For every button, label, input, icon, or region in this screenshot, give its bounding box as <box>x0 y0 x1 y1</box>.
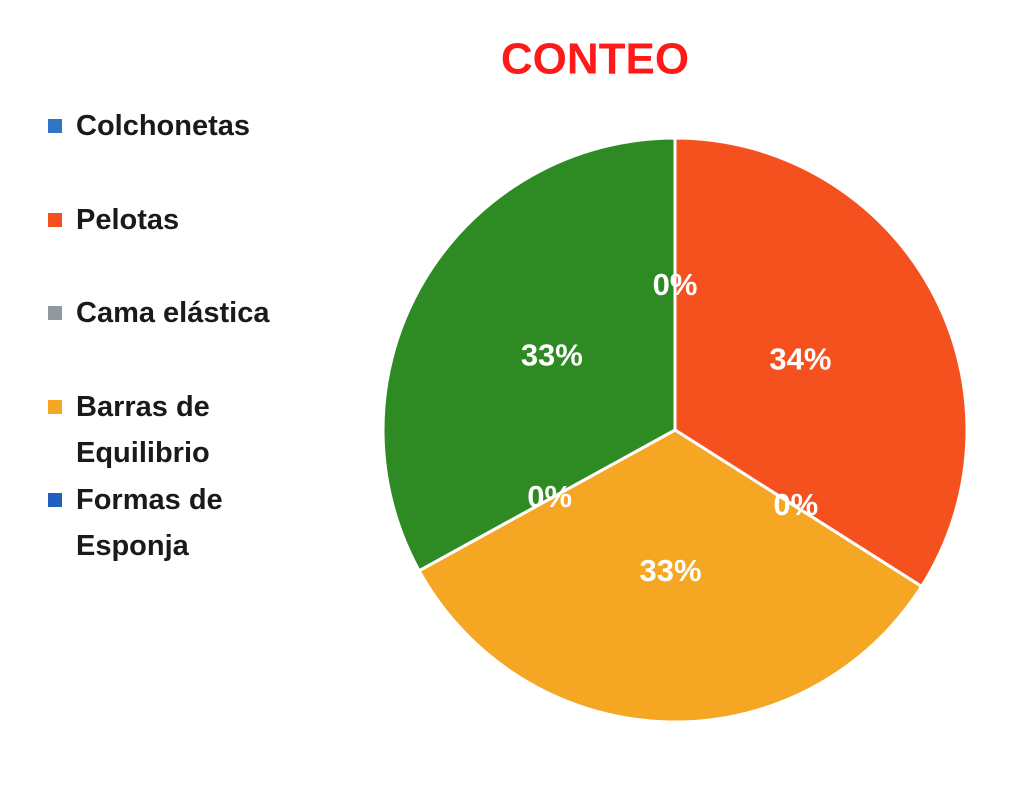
legend-swatch <box>48 119 62 133</box>
slice-label: 34% <box>769 341 831 376</box>
legend-label: Colchonetas <box>76 110 251 142</box>
slice-label: 33% <box>639 553 701 588</box>
slice-label: 0% <box>653 267 698 302</box>
legend-swatch <box>48 212 62 227</box>
legend-swatch <box>48 306 62 320</box>
legend-item: Barras de Equilibrio <box>48 384 276 476</box>
chart-title: CONTEO <box>501 35 689 84</box>
legend-item: Cama elástica <box>48 290 276 336</box>
slice-label: 33% <box>521 337 583 372</box>
legend-swatch <box>48 399 62 414</box>
legend-label: Pelotas <box>76 203 180 236</box>
slice-label: 0% <box>527 479 572 514</box>
slice-label: 0% <box>773 487 818 522</box>
legend-label: Cama elástica <box>76 297 270 329</box>
legend-item: Formas de Esponja <box>48 477 276 569</box>
legend-swatch <box>48 493 62 507</box>
legend-label: Barras de Equilibrio <box>76 390 210 469</box>
legend-item: Colchonetas <box>48 103 276 149</box>
pie-slice <box>673 136 969 589</box>
legend-label: Formas de Esponja <box>76 484 223 562</box>
pie-slice <box>381 136 677 573</box>
legend-item: Pelotas <box>48 197 276 243</box>
